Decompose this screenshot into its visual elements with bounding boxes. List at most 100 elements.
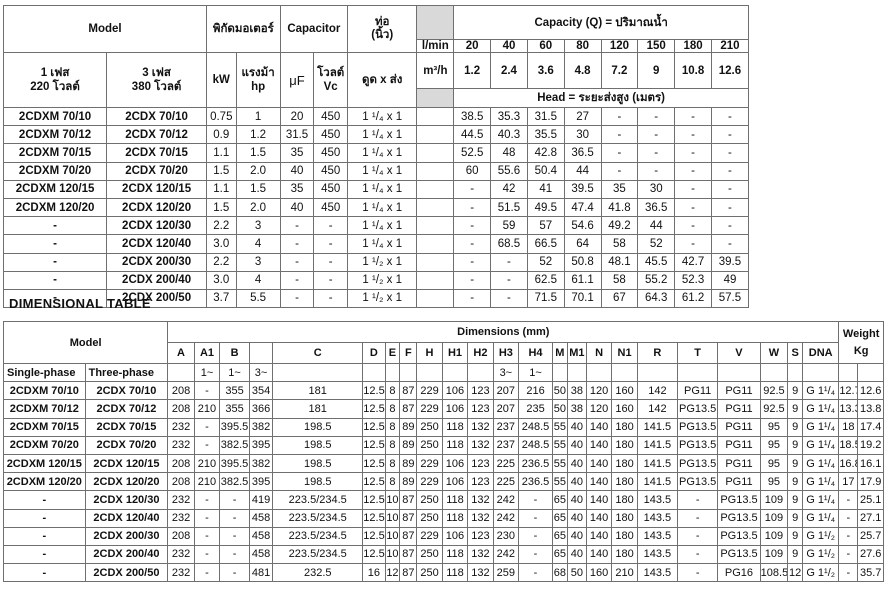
phase-subheader-cell: 3~ — [248, 362, 274, 383]
dimension-column-header: A1 — [193, 342, 221, 364]
head-value: - — [710, 125, 750, 145]
dimension-value: 89 — [399, 417, 418, 437]
head-value: 40.3 — [490, 125, 528, 145]
spacer-cell — [416, 125, 455, 145]
head-value: - — [453, 179, 492, 199]
dimension-row: 2CDXM 120/20 2CDX 120/20 208 210 382.5 395 198… — [3, 472, 884, 492]
dimension-value: - — [838, 526, 859, 546]
dimension-value: 118 — [441, 435, 469, 455]
phase-subheader-cell — [677, 362, 719, 383]
kw-value: 2.2 — [206, 252, 237, 272]
suction-discharge-header: ดูด x ส่ง — [347, 52, 418, 108]
uf-value: 40 — [279, 161, 315, 181]
dimension-value: 210 — [611, 563, 638, 583]
dimension-value: - — [518, 508, 553, 528]
flow-180: 180 — [674, 39, 712, 53]
dimension-column-header: R — [636, 342, 679, 364]
capacity-header: Capacity (Q) = ปริมาณน้ำ — [453, 5, 749, 40]
dimension-value: 12.7 — [838, 381, 859, 401]
single-phase-model: - — [2, 288, 108, 309]
kw-value: 1.1 — [206, 179, 237, 199]
head-value: 64.3 — [637, 288, 676, 309]
head-value: 52.3 — [674, 270, 712, 290]
dimension-value: G 1¹/₂ — [802, 526, 840, 546]
hp-value: 4 — [235, 234, 281, 254]
three-voltage-label: 380 โวลต์ — [131, 81, 182, 93]
hp-value: 1 — [235, 106, 281, 127]
performance-table: Model พิกัดมอเตอร์ Capacitor ท่อ (นิ้ว) … — [2, 5, 750, 309]
head-value: 57.5 — [710, 288, 750, 309]
dimension-value: 95 — [759, 472, 789, 492]
dimension-value: 180 — [611, 417, 638, 437]
dimension-value: 223.5/234.5 — [272, 508, 364, 528]
dimension-value: G 1¹/₄ — [802, 381, 840, 401]
dimension-value: 118 — [441, 490, 469, 510]
head-value: - — [710, 179, 750, 199]
dimension-value: - — [193, 435, 221, 455]
hp-value: 3 — [235, 252, 281, 272]
head-value: - — [637, 125, 676, 145]
dimension-value: PG13.5 — [677, 417, 719, 437]
dimension-value: 395.5 — [219, 417, 250, 437]
spacer-cell — [416, 106, 455, 127]
phase-subheader-cell — [717, 362, 761, 383]
uf-value: - — [279, 252, 315, 272]
head-header: Head = ระยะส่งสูง (เมตร) — [453, 88, 749, 108]
dimension-value: 55 — [551, 417, 568, 437]
dimension-value: 108.5 — [759, 563, 789, 583]
dimension-value: 242 — [492, 508, 520, 528]
dimension-row: -2CDX 200/30 208- -458 223.5/234.5 12.5 10 87 2… — [3, 526, 884, 546]
phase-subheader-cell — [611, 362, 638, 383]
dimension-value: 12.6 — [857, 381, 884, 401]
dimension-value: 236.5 — [518, 453, 553, 474]
dimension-value: 142 — [636, 381, 679, 401]
dimension-value: 250 — [416, 417, 443, 437]
head-value: 30 — [563, 125, 602, 145]
uf-header: μF — [279, 52, 315, 108]
dimension-value: 8 — [384, 417, 401, 437]
dimension-value: - — [193, 490, 221, 510]
head-value: 42.8 — [526, 143, 565, 163]
single-phase-model: 2CDXM 120/20 — [2, 197, 108, 218]
dimension-value: 366 — [248, 399, 274, 419]
dimension-value: 180 — [611, 472, 638, 492]
head-value: 35 — [600, 179, 639, 199]
dimension-value: 180 — [611, 526, 638, 546]
spacer-cell — [416, 161, 455, 181]
hp-value: 3 — [235, 216, 281, 236]
uf-value: 40 — [279, 197, 315, 218]
dimension-value: 55 — [551, 453, 568, 474]
weight-header: Weight Kg — [838, 321, 884, 364]
pipe-size: 1 ¹/₄ x 1 — [347, 161, 418, 181]
dimension-value: 17 — [838, 472, 859, 492]
dimension-value: 17.4 — [857, 417, 884, 437]
dimension-value: G 1¹/₄ — [802, 417, 840, 437]
dimension-column-header: H3 — [492, 342, 520, 364]
head-value: 58 — [600, 270, 639, 290]
dimension-value: 50 — [551, 381, 568, 401]
dimension-column-header: H1 — [441, 342, 469, 364]
dimension-value: - — [193, 526, 221, 546]
dimension-value: 40 — [566, 453, 587, 474]
dimension-column-header: H4 — [518, 342, 553, 364]
dimension-value: 12.5 — [362, 472, 386, 492]
vc-value: 450 — [313, 161, 349, 181]
phase-subheader-cell — [272, 362, 364, 383]
dimension-value: 16.1 — [857, 453, 884, 474]
kw-value: 3.7 — [206, 288, 237, 309]
head-value: 67 — [600, 288, 639, 309]
single-phase-model: 2CDXM 120/20 — [3, 472, 86, 492]
dimension-value: 13.3 — [838, 399, 859, 419]
phase-subheader-cell — [399, 362, 418, 383]
kw-value: 2.2 — [206, 216, 237, 236]
single-phase-model: - — [2, 252, 108, 272]
dimension-column-header: DNA — [802, 342, 840, 364]
dimension-value: 120 — [585, 381, 613, 401]
dimension-value: 208 — [167, 526, 195, 546]
kg-label: Kg — [853, 344, 869, 357]
head-value: 64 — [563, 234, 602, 254]
weight-label: Weight — [842, 327, 880, 340]
dimension-value: PG13.5 — [717, 490, 761, 510]
single-phase-model: 2CDXM 70/12 — [3, 399, 86, 419]
dimension-value: 10 — [384, 508, 401, 528]
